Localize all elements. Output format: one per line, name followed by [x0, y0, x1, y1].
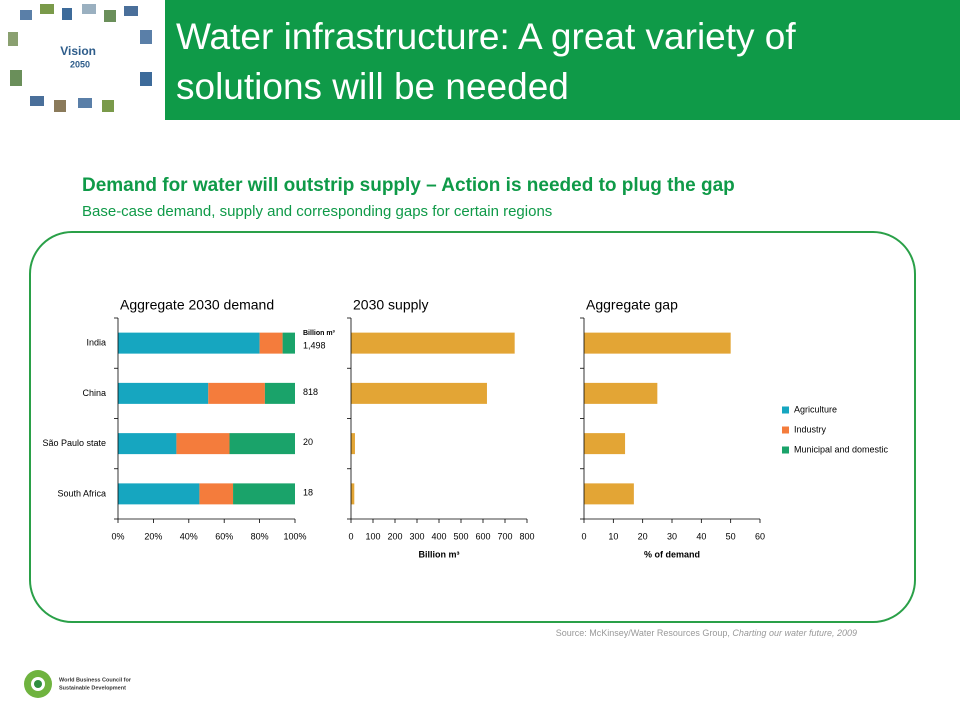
logo-text: Vision — [60, 44, 96, 58]
bar — [351, 433, 355, 455]
bar-segment — [208, 382, 265, 404]
org-name: World Business Council for — [59, 677, 132, 683]
category-label: São Paulo state — [42, 438, 106, 448]
bar-segment — [264, 382, 295, 404]
legend-swatch — [782, 426, 789, 434]
bar — [584, 483, 634, 505]
bar-segment — [282, 332, 295, 354]
title: Water infrastructure: A great variety of — [176, 16, 796, 57]
x-tick-label: 0 — [348, 531, 353, 541]
x-tick-label: 800 — [519, 531, 534, 541]
chart-title: Aggregate 2030 demand — [120, 297, 274, 313]
x-tick-label: 100 — [365, 531, 380, 541]
heading: Demand for water will outstrip supply – … — [82, 175, 735, 196]
title-banner — [165, 0, 960, 120]
legend-swatch — [782, 446, 789, 454]
x-tick-label: 300 — [409, 531, 424, 541]
vision-logo: Vision 2050 — [8, 4, 152, 112]
category-label: South Africa — [57, 488, 106, 498]
bar-segment — [176, 433, 230, 455]
bar-segment — [118, 332, 260, 354]
x-tick-label: 700 — [497, 531, 512, 541]
x-tick-label: 30 — [667, 531, 677, 541]
x-tick-label: 500 — [453, 531, 468, 541]
x-tick-label: 50 — [726, 531, 736, 541]
title: solutions will be needed — [176, 66, 569, 107]
chart-frame — [29, 231, 916, 623]
legend-swatch — [782, 406, 789, 414]
x-tick-label: 40% — [180, 531, 198, 541]
bar — [351, 332, 515, 354]
bar — [584, 382, 658, 404]
x-axis-label: Billion m³ — [419, 549, 460, 559]
wbcsd-logo: World Business Council for Sustainable D… — [24, 670, 132, 698]
x-tick-label: 0 — [581, 531, 586, 541]
legend-label: Municipal and domestic — [794, 444, 889, 454]
x-tick-label: 80% — [251, 531, 269, 541]
bar-segment — [118, 483, 200, 505]
legend-label: Industry — [794, 424, 827, 434]
x-tick-label: 100% — [283, 531, 306, 541]
bar — [351, 382, 487, 404]
x-tick-label: 20 — [638, 531, 648, 541]
total-label: 20 — [303, 437, 313, 447]
x-tick-label: 40 — [696, 531, 706, 541]
totals-unit: Billion m³ — [303, 330, 336, 337]
bar-segment — [118, 382, 209, 404]
total-label: 1,498 — [303, 341, 326, 351]
bar — [351, 483, 355, 505]
x-tick-label: 10 — [608, 531, 618, 541]
bar — [584, 433, 626, 455]
source: Source: McKinsey/Water Resources Group, … — [556, 628, 857, 638]
legend-label: Agriculture — [794, 404, 837, 414]
x-tick-label: 600 — [475, 531, 490, 541]
bar-segment — [233, 483, 295, 505]
x-axis-label: % of demand — [644, 549, 700, 559]
source-text: Source: McKinsey/Water Resources Group, — [556, 628, 733, 638]
source-italic: Charting our water future, 2009 — [732, 628, 857, 638]
subheading: Base-case demand, supply and correspondi… — [82, 203, 552, 220]
chart-title: 2030 supply — [353, 297, 429, 313]
x-tick-label: 400 — [431, 531, 446, 541]
bar-segment — [199, 483, 234, 505]
x-tick-label: 60 — [755, 531, 765, 541]
x-tick-label: 60% — [215, 531, 233, 541]
category-label: India — [86, 338, 106, 348]
chart-title: Aggregate gap — [586, 297, 678, 313]
x-tick-label: 200 — [387, 531, 402, 541]
x-tick-label: 0% — [111, 531, 124, 541]
org-name: Sustainable Development — [59, 685, 126, 691]
total-label: 818 — [303, 387, 318, 397]
bar-segment — [229, 433, 295, 455]
category-label: China — [82, 388, 106, 398]
total-label: 18 — [303, 487, 313, 497]
bar — [584, 332, 731, 354]
bar-segment — [259, 332, 283, 354]
logo-year: 2050 — [70, 59, 90, 69]
x-tick-label: 20% — [144, 531, 162, 541]
bar-segment — [118, 433, 177, 455]
